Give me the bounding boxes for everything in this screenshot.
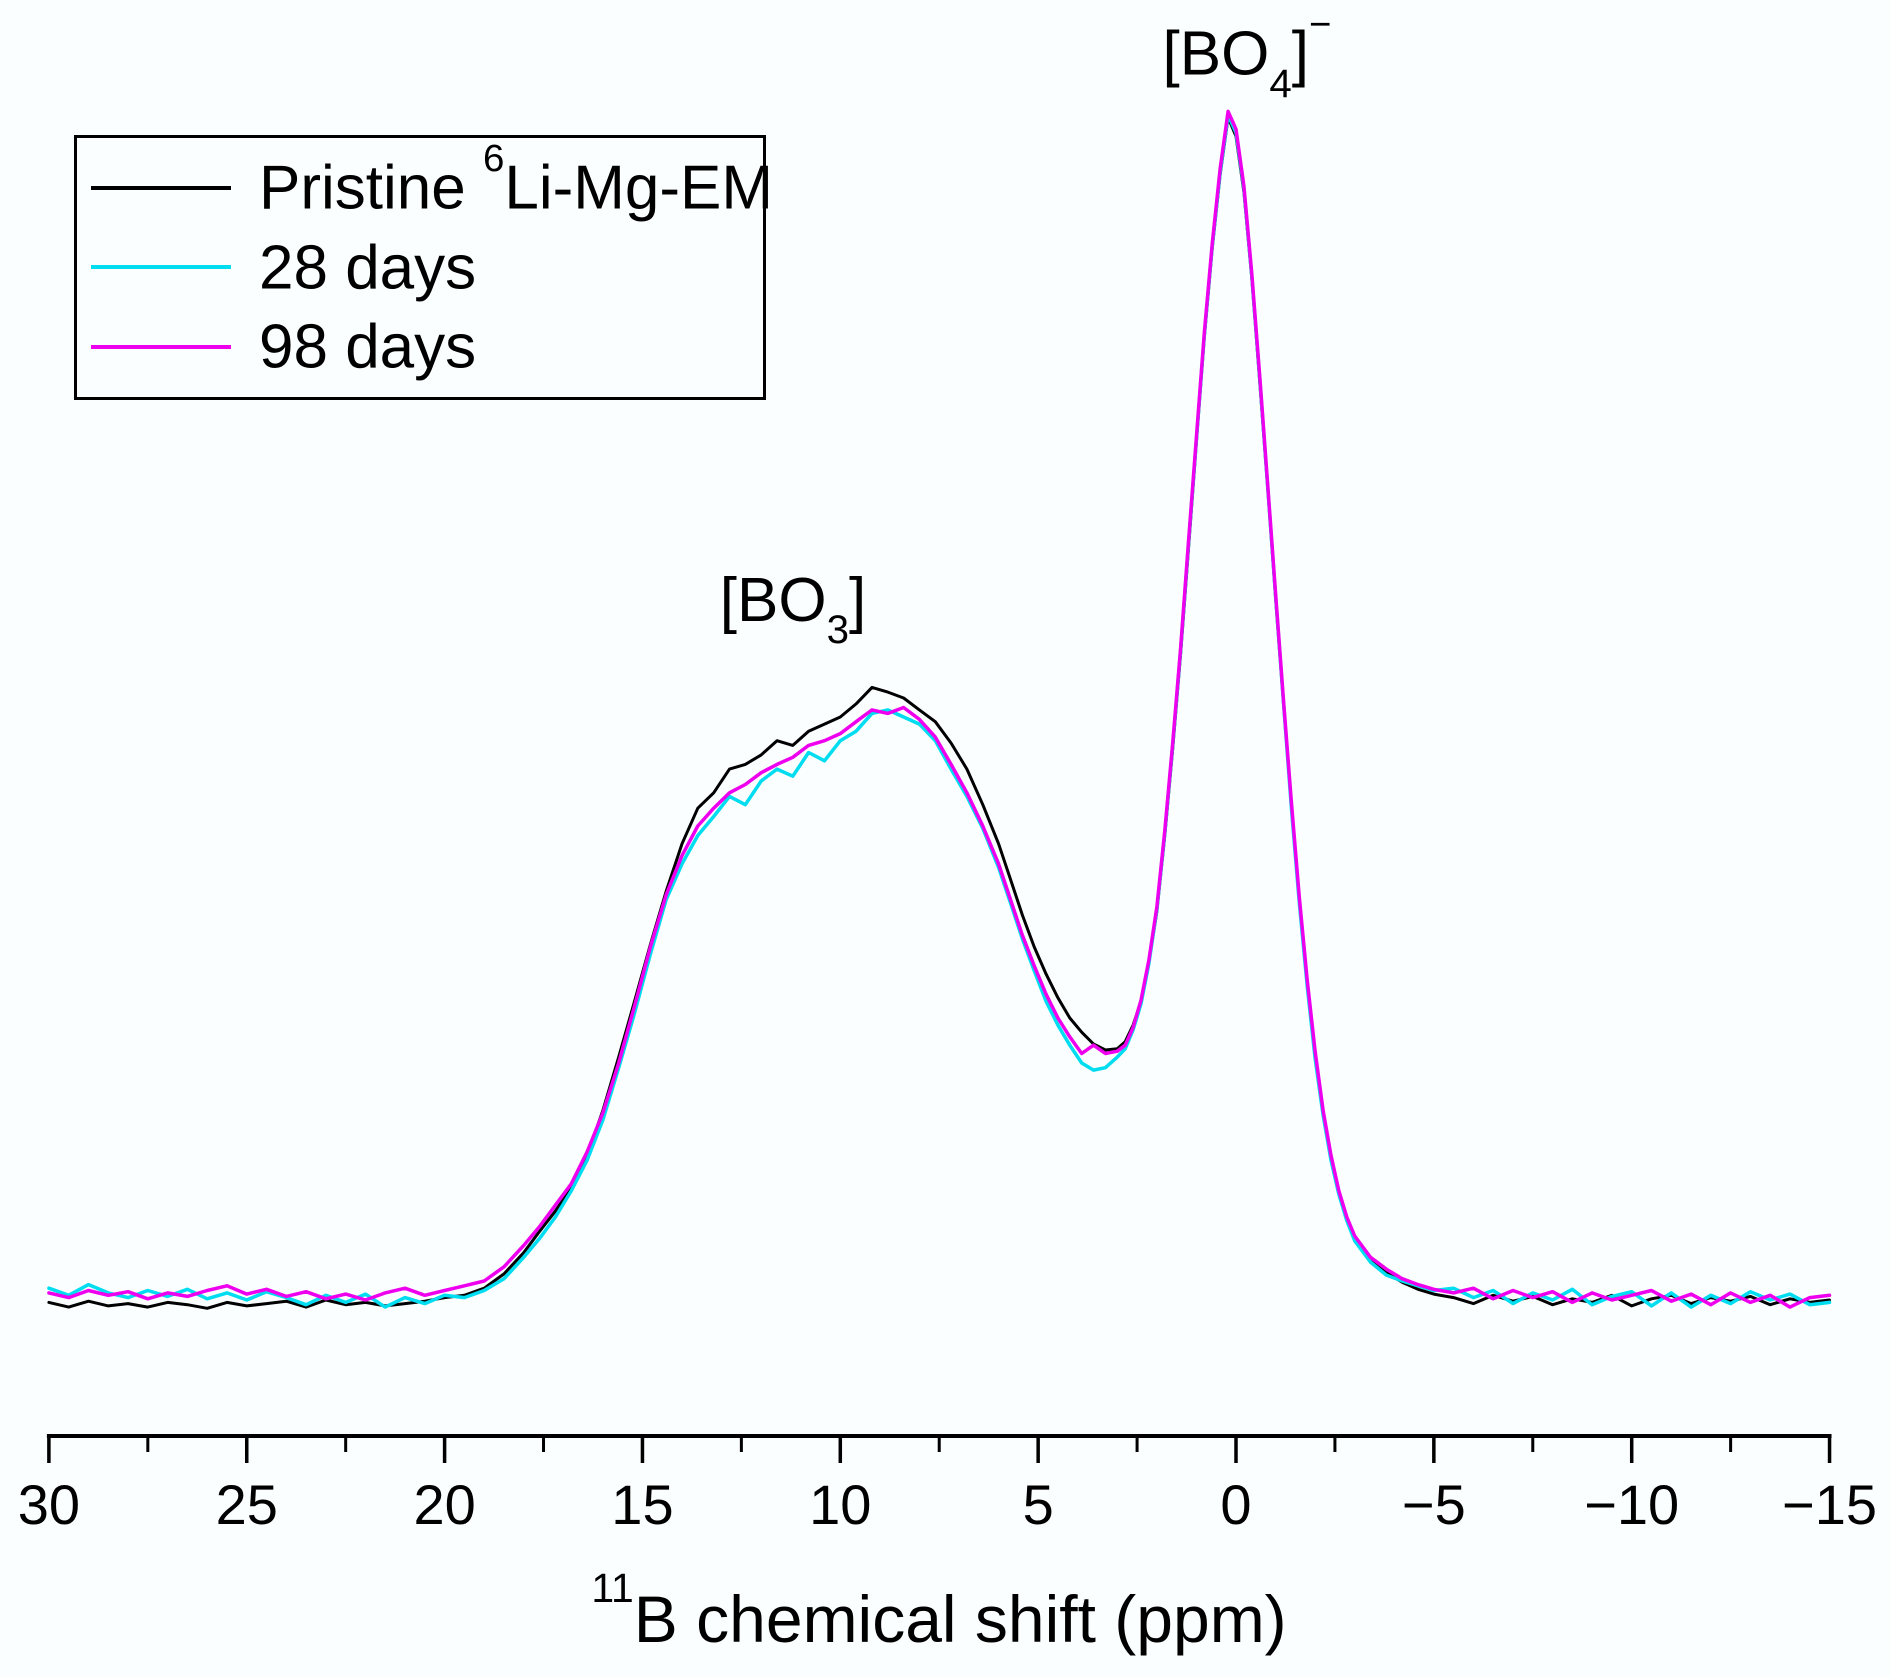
x-tick-label: −5 xyxy=(1402,1473,1466,1536)
legend-label-pristine-pre: Pristine xyxy=(259,153,483,223)
x-tick-label: −15 xyxy=(1782,1473,1877,1536)
annotation-bo4-post: ] xyxy=(1291,19,1310,89)
annotation-bo3-sub: 3 xyxy=(826,607,849,653)
legend: Pristine 6Li-Mg-EM 28 days 98 days xyxy=(74,135,773,400)
x-tick-label: 10 xyxy=(809,1473,871,1536)
legend-label-98days-text: 98 days xyxy=(259,312,477,382)
annotation-bo3-pre: [BO xyxy=(719,566,827,635)
legend-line-98days xyxy=(91,345,231,350)
legend-item-98days: 98 days xyxy=(91,315,763,379)
annotation-bo4-pre: [BO xyxy=(1162,19,1270,89)
annotation-bo3-post: ] xyxy=(849,566,867,635)
legend-label-98days: 98 days xyxy=(259,315,476,379)
legend-label-pristine: Pristine 6Li-Mg-EM xyxy=(259,139,774,223)
x-axis-title-sup: 11 xyxy=(591,1564,634,1611)
x-tick-label: 25 xyxy=(216,1473,278,1536)
x-tick-label: 5 xyxy=(1023,1473,1054,1536)
x-tick-label: −10 xyxy=(1584,1473,1679,1536)
annotation-bo3: [BO3] xyxy=(720,570,866,650)
x-axis-title-text: B chemical shift (ppm) xyxy=(633,1582,1287,1656)
annotation-bo4: [BO4]− xyxy=(1162,5,1332,103)
legend-label-pristine-sup: 6 xyxy=(482,136,505,180)
legend-line-pristine xyxy=(91,185,231,190)
legend-label-pristine-text: Li-Mg-EM xyxy=(504,153,774,223)
series-line-98days xyxy=(47,109,1832,1309)
legend-item-pristine: Pristine 6Li-Mg-EM xyxy=(91,139,773,220)
x-tick-label: 30 xyxy=(18,1473,80,1536)
legend-line-28days xyxy=(91,265,231,270)
x-tick-label: 15 xyxy=(611,1473,673,1536)
legend-label-28days-text: 28 days xyxy=(259,233,477,303)
legend-label-28days: 28 days xyxy=(259,236,476,300)
annotation-bo4-sup: − xyxy=(1309,2,1332,46)
x-axis-title: 11B chemical shift (ppm) xyxy=(591,1567,1286,1652)
x-tick-label: 0 xyxy=(1220,1473,1251,1536)
legend-item-28days: 28 days xyxy=(91,236,763,300)
x-tick-label: 20 xyxy=(413,1473,475,1536)
annotation-bo4-sub: 4 xyxy=(1269,60,1292,106)
